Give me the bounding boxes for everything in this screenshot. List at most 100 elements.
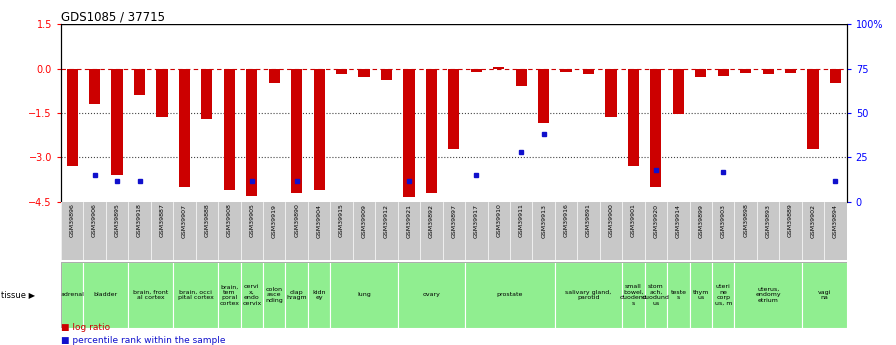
Bar bbox=[830, 69, 841, 83]
Text: thym
us: thym us bbox=[693, 290, 709, 300]
Bar bbox=[673, 69, 684, 115]
Text: brain, occi
pital cortex: brain, occi pital cortex bbox=[177, 290, 213, 300]
Text: GSM39904: GSM39904 bbox=[316, 204, 322, 238]
Bar bbox=[668, 262, 690, 328]
Text: GSM39891: GSM39891 bbox=[586, 204, 591, 237]
Text: GSM39908: GSM39908 bbox=[227, 204, 232, 237]
Text: GSM39921: GSM39921 bbox=[407, 204, 411, 238]
Bar bbox=[111, 69, 123, 175]
Text: adrenal: adrenal bbox=[60, 293, 84, 297]
Bar bbox=[785, 69, 797, 73]
Text: small
bowel,
duodenu
s: small bowel, duodenu s bbox=[619, 284, 647, 306]
Bar bbox=[712, 262, 735, 328]
Bar bbox=[448, 69, 460, 148]
Text: GSM39887: GSM39887 bbox=[159, 204, 165, 237]
Bar bbox=[695, 69, 706, 77]
Bar bbox=[622, 262, 644, 328]
Text: GSM39894: GSM39894 bbox=[833, 204, 838, 238]
Text: GSM39918: GSM39918 bbox=[137, 204, 142, 237]
Text: GSM39899: GSM39899 bbox=[698, 204, 703, 238]
Bar bbox=[66, 69, 78, 166]
Bar bbox=[762, 69, 774, 75]
Bar bbox=[690, 262, 712, 328]
Text: GSM39910: GSM39910 bbox=[496, 204, 501, 237]
Text: ■ percentile rank within the sample: ■ percentile rank within the sample bbox=[61, 336, 226, 345]
Text: GDS1085 / 37715: GDS1085 / 37715 bbox=[61, 10, 165, 23]
Text: prostate: prostate bbox=[496, 293, 523, 297]
Text: stom
ach,
duodund
us: stom ach, duodund us bbox=[642, 284, 670, 306]
Text: GSM39905: GSM39905 bbox=[249, 204, 254, 237]
Bar bbox=[202, 69, 212, 119]
Bar bbox=[358, 69, 370, 77]
Bar bbox=[336, 69, 347, 75]
Bar bbox=[740, 69, 752, 73]
Bar bbox=[218, 262, 240, 328]
Text: GSM39900: GSM39900 bbox=[608, 204, 614, 237]
Bar bbox=[628, 69, 639, 166]
Bar bbox=[173, 262, 218, 328]
Bar bbox=[606, 69, 616, 117]
Bar bbox=[493, 67, 504, 69]
Bar bbox=[398, 262, 465, 328]
Text: salivary gland,
parotid: salivary gland, parotid bbox=[565, 290, 612, 300]
Text: GSM39907: GSM39907 bbox=[182, 204, 187, 238]
Bar bbox=[83, 262, 128, 328]
Text: GSM39909: GSM39909 bbox=[361, 204, 366, 238]
Bar bbox=[246, 69, 257, 196]
Bar bbox=[802, 262, 847, 328]
Bar bbox=[308, 262, 331, 328]
Text: GSM39888: GSM39888 bbox=[204, 204, 210, 237]
Bar bbox=[515, 69, 527, 86]
Text: brain, front
al cortex: brain, front al cortex bbox=[134, 290, 168, 300]
Text: GSM39903: GSM39903 bbox=[720, 204, 726, 238]
Text: kidn
ey: kidn ey bbox=[313, 290, 326, 300]
Text: GSM39916: GSM39916 bbox=[564, 204, 569, 237]
Text: colon
asce
nding: colon asce nding bbox=[265, 287, 283, 303]
Text: GSM39920: GSM39920 bbox=[653, 204, 659, 238]
Bar bbox=[224, 69, 235, 190]
Text: bladder: bladder bbox=[94, 293, 118, 297]
Text: GSM39893: GSM39893 bbox=[766, 204, 771, 238]
Bar bbox=[735, 262, 802, 328]
Text: teste
s: teste s bbox=[670, 290, 686, 300]
Text: GSM39911: GSM39911 bbox=[519, 204, 523, 237]
Bar bbox=[807, 69, 819, 148]
Bar bbox=[470, 69, 482, 71]
Text: GSM39914: GSM39914 bbox=[676, 204, 681, 238]
Bar bbox=[134, 69, 145, 95]
Text: diap
hragm: diap hragm bbox=[287, 290, 307, 300]
Text: GSM39913: GSM39913 bbox=[541, 204, 547, 238]
Bar bbox=[89, 69, 100, 104]
Bar bbox=[291, 69, 302, 193]
Bar bbox=[583, 69, 594, 75]
Text: GSM39917: GSM39917 bbox=[474, 204, 478, 238]
Bar bbox=[314, 69, 324, 190]
Text: GSM39896: GSM39896 bbox=[70, 204, 74, 237]
Bar bbox=[426, 69, 437, 193]
Bar bbox=[179, 69, 190, 187]
Bar bbox=[263, 262, 286, 328]
Bar bbox=[156, 69, 168, 117]
Bar bbox=[718, 69, 728, 76]
Bar bbox=[403, 69, 415, 197]
Bar bbox=[269, 69, 280, 83]
Text: GSM39906: GSM39906 bbox=[92, 204, 97, 237]
Bar bbox=[61, 262, 83, 328]
Text: lung: lung bbox=[358, 293, 371, 297]
Text: GSM39915: GSM39915 bbox=[339, 204, 344, 237]
Text: GSM39890: GSM39890 bbox=[294, 204, 299, 237]
Text: GSM39898: GSM39898 bbox=[743, 204, 748, 237]
Bar bbox=[286, 262, 308, 328]
Bar bbox=[240, 262, 263, 328]
Text: uterus,
endomy
etrium: uterus, endomy etrium bbox=[755, 287, 781, 303]
Text: ■ log ratio: ■ log ratio bbox=[61, 323, 110, 332]
Text: tissue ▶: tissue ▶ bbox=[1, 290, 35, 299]
Bar bbox=[650, 69, 661, 187]
Text: ovary: ovary bbox=[422, 293, 440, 297]
Bar bbox=[561, 69, 572, 71]
Text: GSM39919: GSM39919 bbox=[271, 204, 277, 238]
Bar bbox=[555, 262, 622, 328]
Bar bbox=[465, 262, 555, 328]
Text: GSM39889: GSM39889 bbox=[788, 204, 793, 237]
Bar bbox=[538, 69, 549, 124]
